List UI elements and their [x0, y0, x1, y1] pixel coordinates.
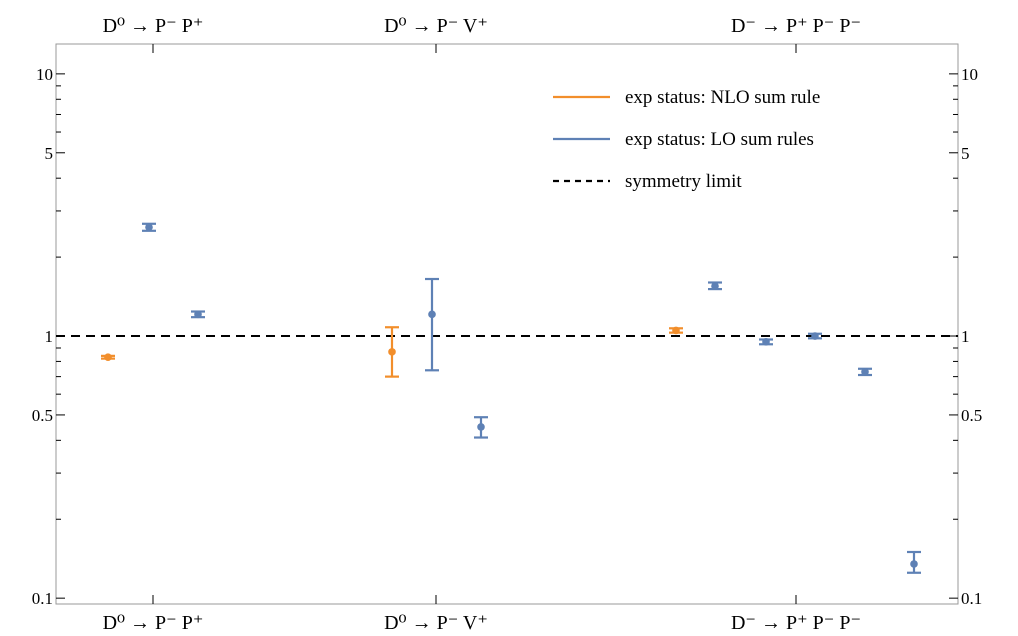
category-label-top: D⁻ → P⁺ P⁻ P⁻ [731, 15, 861, 37]
y-tick-label-left: 5 [45, 144, 54, 163]
plot-frame [55, 43, 959, 605]
data-point [191, 310, 205, 319]
category-label-top: D⁰ → P⁻ P⁺ [103, 15, 204, 37]
y-tick-label-right: 0.5 [961, 406, 982, 425]
category-label-bottom: D⁰ → P⁻ V⁺ [384, 612, 488, 634]
legend-label: exp status: LO sum rules [625, 129, 814, 150]
legend-label: exp status: NLO sum rule [625, 87, 820, 108]
data-point [425, 277, 439, 372]
data-point [101, 353, 115, 362]
data-point [808, 332, 822, 340]
point-marker [861, 368, 869, 376]
category-label-bottom: D⁰ → P⁻ P⁺ [103, 612, 204, 634]
point-marker [145, 223, 153, 232]
data-layer [101, 222, 921, 574]
point-marker [672, 326, 680, 335]
point-marker [428, 310, 436, 319]
y-tick-label-right: 10 [961, 65, 978, 84]
category-label-top: D⁰ → P⁻ V⁺ [384, 15, 488, 37]
data-point [907, 550, 921, 574]
y-tick-label-left: 1 [45, 327, 54, 346]
data-point [385, 326, 399, 378]
axis-ticks [56, 44, 958, 604]
y-tick-label-right: 0.1 [961, 589, 982, 608]
legend: exp status: NLO sum rule exp status: LO s… [553, 87, 820, 192]
data-point [708, 281, 722, 291]
point-marker [104, 353, 112, 362]
data-point [759, 338, 773, 346]
point-marker [477, 423, 485, 431]
point-marker [762, 338, 770, 346]
category-label-bottom: D⁻ → P⁺ P⁻ P⁻ [731, 612, 861, 634]
point-marker [194, 310, 202, 319]
data-point [669, 326, 683, 335]
legend-label: symmetry limit [625, 171, 742, 192]
y-tick-label-left: 0.5 [32, 406, 53, 425]
y-tick-label-right: 1 [961, 327, 970, 346]
data-point [142, 222, 156, 232]
point-marker [388, 348, 396, 356]
point-marker [910, 560, 918, 568]
y-tick-label-left: 10 [36, 65, 53, 84]
point-marker [711, 282, 719, 290]
point-marker [811, 332, 819, 340]
axis-labels: 0.1 0.1 0.5 0.5 1 1 5 5 10 10 D⁰ → P⁻ P⁺ D⁰ → P⁻ P⁺… [32, 15, 983, 634]
y-tick-label-right: 5 [961, 144, 970, 163]
data-point [474, 416, 488, 439]
y-tick-label-left: 0.1 [32, 589, 53, 608]
data-point [858, 367, 872, 377]
